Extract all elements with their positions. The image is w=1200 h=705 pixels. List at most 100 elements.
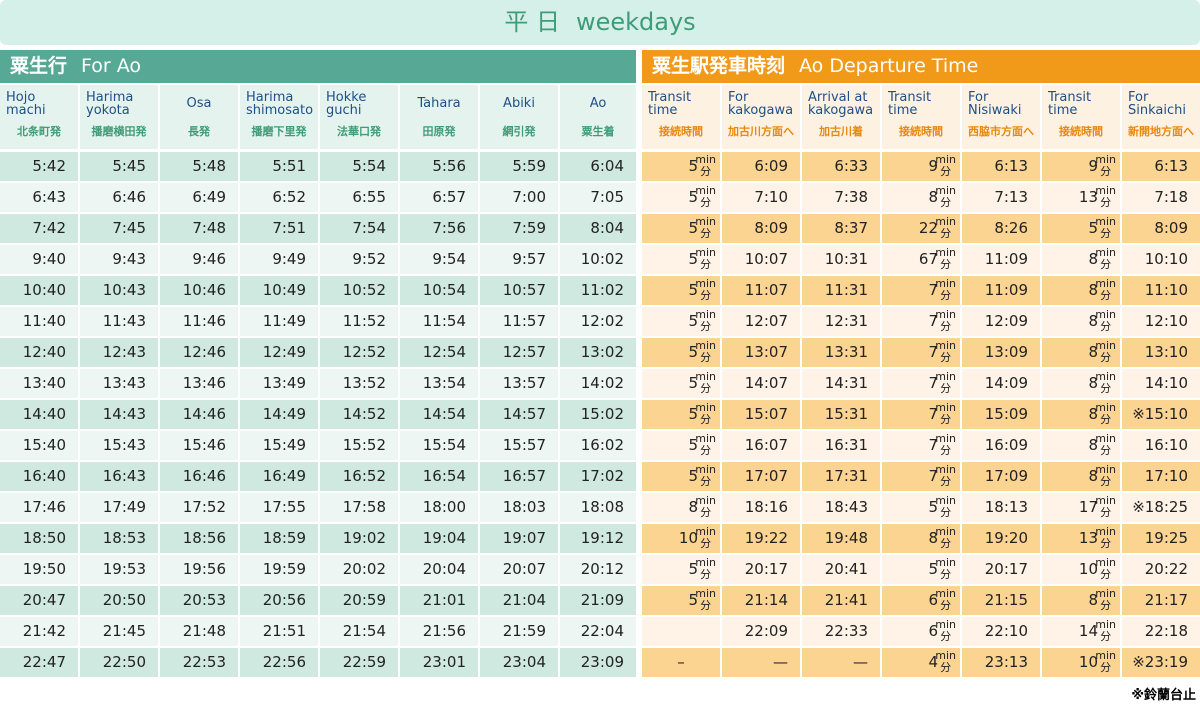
- transit-unit: min 分: [935, 340, 956, 364]
- time-cell: 17:52: [160, 493, 238, 522]
- cell-value: 5: [688, 312, 698, 330]
- cell-value: 16:09: [984, 436, 1028, 454]
- transit-cell: 5 min 分: [642, 152, 720, 181]
- unit-en: min: [1095, 463, 1116, 476]
- time-cell: 18:56: [160, 524, 238, 553]
- unit-ja: 分: [700, 413, 712, 426]
- time-cell: 10:49: [240, 276, 318, 305]
- cell-value: 7:38: [834, 188, 868, 206]
- cell-value: 6:13: [994, 157, 1028, 175]
- header-line: Osa: [186, 96, 212, 111]
- cell-value: 18:00: [422, 498, 466, 516]
- header-en: Hojo machi: [0, 85, 78, 121]
- time-cell: 5:54: [320, 152, 398, 181]
- cell-value: 13:02: [580, 343, 624, 361]
- header-ja: 新開地方面へ: [1128, 125, 1194, 138]
- transit-cell: 5 min 分: [642, 555, 720, 584]
- time-cell: 9:52: [320, 245, 398, 274]
- cell-value: 7:48: [192, 219, 226, 237]
- transit-cell: 7 min 分: [882, 431, 960, 460]
- unit-en: min: [935, 401, 956, 414]
- transit-cell: 4 min 分: [882, 648, 960, 677]
- unit-en: min: [935, 649, 956, 662]
- unit-en: min: [935, 153, 956, 166]
- time-cell: 8:37: [802, 214, 880, 243]
- header-line: guchi: [326, 103, 362, 118]
- cell-value: 14:02: [580, 374, 624, 392]
- time-cell: 18:50: [0, 524, 78, 553]
- cell-value: 16:43: [102, 467, 146, 485]
- cell-value: 22:59: [342, 653, 386, 671]
- transit-cell: 14 min 分: [1042, 617, 1120, 646]
- cell-value: 23:01: [422, 653, 466, 671]
- unit-en: min: [935, 525, 956, 538]
- unit-en: min: [695, 556, 716, 569]
- cell-value: 20:50: [102, 591, 146, 609]
- time-cell: 7:18: [1122, 183, 1200, 212]
- cell-value: 67: [918, 250, 938, 268]
- time-cell: 6:04: [560, 152, 636, 181]
- time-cell: 21:59: [480, 617, 558, 646]
- transit-unit: min 分: [1095, 185, 1116, 209]
- header-line: kakogawa: [728, 103, 794, 118]
- cell-value: 21:42: [22, 622, 66, 640]
- cell-value: 11:07: [744, 281, 788, 299]
- time-cell: 13:57: [480, 369, 558, 398]
- cell-value: 5: [688, 157, 698, 175]
- cell-value: 21:56: [422, 622, 466, 640]
- header-ja: 粟生着: [581, 125, 615, 138]
- unit-en: min: [695, 184, 716, 197]
- time-cell: 11:43: [80, 307, 158, 336]
- cell-value: 6:33: [834, 157, 868, 175]
- cell-value: 18:43: [824, 498, 868, 516]
- header-line: Nisiwaki: [968, 103, 1022, 118]
- cell-value: 19:50: [22, 560, 66, 578]
- cell-value: 17:49: [102, 498, 146, 516]
- column-header: Harima yokota 播磨横田発: [80, 85, 158, 149]
- time-cell: 7:10: [722, 183, 800, 212]
- unit-ja: 分: [1100, 568, 1112, 581]
- header-line: Hojo: [6, 90, 36, 105]
- cell-value: 16:57: [502, 467, 546, 485]
- time-cell: 17:58: [320, 493, 398, 522]
- time-cell: 8:04: [560, 214, 636, 243]
- transit-unit: min 分: [695, 371, 716, 395]
- cell-value: 13:57: [502, 374, 546, 392]
- time-cell: 13:10: [1122, 338, 1200, 367]
- column-header: Abiki 網引発: [480, 85, 558, 149]
- column-header: Hokke guchi 法華口発: [320, 85, 398, 149]
- cell-value: 6:09: [754, 157, 788, 175]
- cell-value: 21:15: [984, 591, 1028, 609]
- cell-value: 17:58: [342, 498, 386, 516]
- header-ja: 加古川方面へ: [728, 125, 794, 138]
- time-cell: 8:09: [722, 214, 800, 243]
- cell-value: 5: [688, 591, 698, 609]
- transit-unit: min 分: [695, 557, 716, 581]
- time-cell: 23:13: [962, 648, 1040, 677]
- cell-value: 8: [1088, 343, 1098, 361]
- time-cell: 14:43: [80, 400, 158, 429]
- time-cell: 22:33: [802, 617, 880, 646]
- unit-en: min: [935, 339, 956, 352]
- time-cell: 17:46: [0, 493, 78, 522]
- unit-ja: 分: [1100, 444, 1112, 457]
- cell-value: 11:40: [22, 312, 66, 330]
- transit-cell: 5 min 分: [1042, 214, 1120, 243]
- transit-unit: min 分: [1095, 464, 1116, 488]
- time-cell: 16:52: [320, 462, 398, 491]
- column-header: Osa 長発: [160, 85, 238, 149]
- time-cell: 22:47: [0, 648, 78, 677]
- title-ja: 平 日: [504, 8, 560, 36]
- time-cell: 16:54: [400, 462, 478, 491]
- unit-en: min: [695, 525, 716, 538]
- cell-value: 20:07: [502, 560, 546, 578]
- cell-value: 22: [918, 219, 938, 237]
- time-cell: 16:57: [480, 462, 558, 491]
- time-cell: 12:10: [1122, 307, 1200, 336]
- time-cell: 10:57: [480, 276, 558, 305]
- unit-en: min: [1095, 556, 1116, 569]
- transit-cell: 9 min 分: [1042, 152, 1120, 181]
- cell-value: 13:43: [102, 374, 146, 392]
- cell-value: 14:07: [744, 374, 788, 392]
- cell-value: 15:09: [984, 405, 1028, 423]
